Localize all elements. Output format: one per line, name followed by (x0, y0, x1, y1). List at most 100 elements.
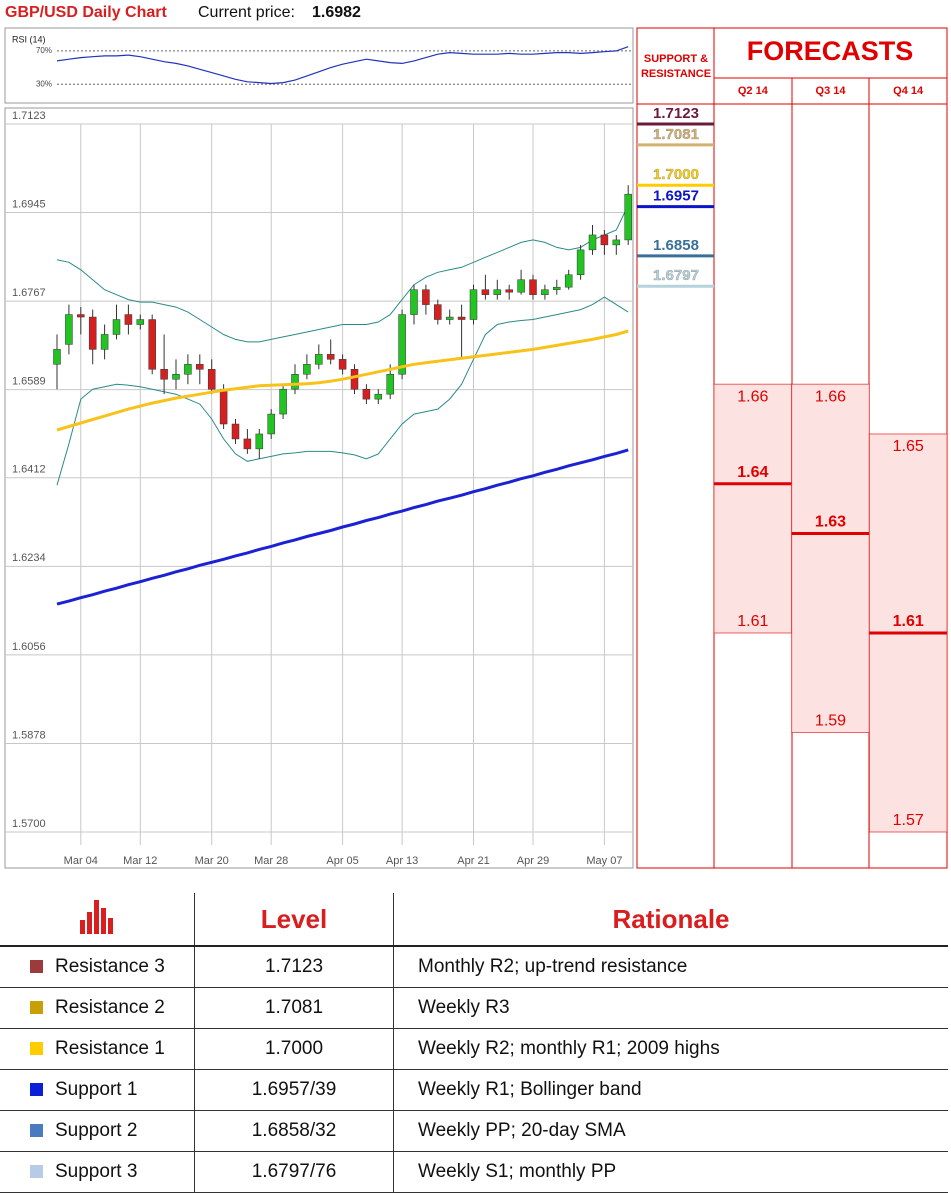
candle-body (469, 289, 478, 320)
candle-body (398, 314, 406, 375)
x-tick-label: Apr 05 (326, 855, 358, 867)
candle-body (255, 433, 264, 450)
candle-body (481, 289, 490, 295)
row-name-cell: Resistance 1 (0, 1028, 195, 1070)
moving-average (56, 329, 629, 432)
row-rationale: Weekly R1; Bollinger band (393, 1069, 948, 1111)
candle-body (457, 316, 466, 320)
y-tick-label: 1.7123 (12, 110, 46, 122)
candle-body (326, 354, 335, 360)
candle-body (267, 413, 275, 435)
row-level: 1.7123 (194, 946, 394, 988)
candle-body (445, 316, 454, 320)
candle-body (279, 388, 287, 415)
y-tick-label: 30% (36, 79, 52, 88)
candle-body (112, 319, 121, 335)
candle-body (148, 319, 156, 370)
color-swatch (30, 960, 43, 974)
candle-body (160, 369, 168, 380)
candle-body (350, 369, 359, 390)
candle-body (624, 193, 632, 241)
low-label: 1.57 (893, 812, 924, 829)
x-tick-label: Mar 04 (64, 855, 98, 867)
candle-body (291, 374, 299, 390)
y-tick-label: 1.6056 (12, 641, 46, 653)
candle-body (386, 374, 394, 395)
levels-title: SUPPORT & RESISTANCE (640, 53, 712, 80)
header-rationale: Rationale (393, 893, 948, 947)
candle-body (124, 314, 133, 325)
table-row: Support 1 1.6957/39 Weekly R1; Bollinger b… (0, 1069, 948, 1111)
color-swatch (30, 1042, 43, 1056)
candle-body (184, 364, 192, 375)
column-label: Q3 14 (816, 85, 847, 97)
forecast-range (713, 383, 793, 634)
x-tick-label: Mar 20 (195, 855, 229, 867)
x-tick-label: Mar 28 (254, 855, 288, 867)
y-tick-label: 1.6412 (12, 464, 46, 476)
chart-area: GBP/USD Daily Chart Current price: 1.698… (4, 4, 948, 869)
column-label: Q4 14 (893, 85, 924, 97)
row-name: Support 1 (55, 1079, 138, 1100)
moving-average (56, 448, 629, 606)
x-tick-label: Apr 29 (517, 855, 549, 867)
table-header: Level Rationale (0, 893, 948, 947)
row-rationale: Weekly R3 (393, 987, 948, 1029)
candle-body (529, 279, 537, 295)
candle-body (493, 289, 502, 295)
level-label: 1.6957 (653, 188, 699, 205)
color-swatch (30, 1124, 43, 1138)
forecast-range (791, 383, 870, 733)
row-name: Support 3 (55, 1161, 138, 1182)
color-swatch (30, 1001, 43, 1015)
candle-body (53, 349, 61, 365)
candle-body (422, 289, 430, 305)
candle-body (517, 279, 525, 293)
y-tick-label: 1.6234 (12, 552, 46, 564)
candle-body (612, 239, 621, 246)
candle-body (303, 364, 311, 375)
candle-body (207, 369, 216, 390)
candle-body (374, 393, 383, 400)
y-tick-label: 1.6589 (12, 376, 46, 388)
row-name-cell: Support 2 (0, 1110, 195, 1152)
x-tick-label: Mar 12 (123, 855, 157, 867)
row-name: Resistance 3 (55, 956, 165, 977)
row-rationale: Weekly PP; 20-day SMA (393, 1110, 948, 1152)
x-tick-label: Apr 13 (386, 855, 418, 867)
y-tick-label: 1.5878 (12, 729, 46, 741)
candle-body (243, 438, 252, 450)
candle-body (65, 314, 73, 345)
rsi-title: RSI (14) (12, 34, 46, 44)
y-tick-label: 1.6945 (12, 198, 46, 210)
candle-body (136, 319, 145, 325)
row-rationale: Weekly S1; monthly PP (393, 1151, 948, 1193)
candle-body (88, 316, 97, 350)
table-row: Resistance 2 1.7081 Weekly R3 (0, 987, 948, 1029)
y-tick-label: 1.5700 (12, 818, 46, 830)
mid-label: 1.64 (737, 464, 768, 481)
candle-body (100, 334, 109, 350)
rsi-line (56, 46, 629, 85)
row-level: 1.7000 (194, 1028, 394, 1070)
candle-body (576, 249, 585, 276)
levels-table: Level Rationale Resistance 3 1.7123 Monthl… (0, 893, 948, 1193)
candle-body (434, 304, 442, 320)
price-label: Current price: (198, 4, 295, 21)
high-label: 1.65 (893, 438, 924, 455)
rsi-frame (4, 27, 634, 104)
candle-body (564, 274, 573, 288)
candle-body (338, 359, 347, 370)
x-tick-label: May 07 (586, 855, 622, 867)
y-tick-label: 70% (36, 46, 52, 55)
row-name: Resistance 1 (55, 1038, 165, 1059)
mid-label: 1.61 (893, 613, 924, 630)
candle-body (362, 388, 371, 400)
candle-body (315, 354, 323, 365)
level-label: 1.7123 (653, 105, 699, 122)
price-value: 1.6982 (312, 4, 361, 21)
candle-body (410, 289, 418, 315)
row-name-cell: Resistance 3 (0, 946, 195, 988)
color-swatch (30, 1165, 43, 1179)
row-name-cell: Support 1 (0, 1069, 195, 1111)
